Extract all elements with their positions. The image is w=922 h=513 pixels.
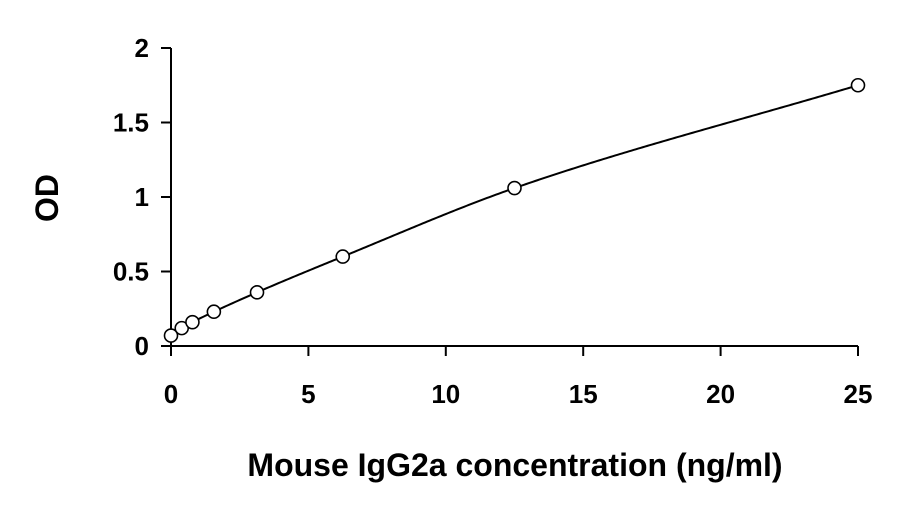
- x-axis-title: Mouse IgG2a concentration (ng/ml): [247, 447, 782, 483]
- x-tick-label: 20: [706, 379, 735, 409]
- data-point: [174, 320, 190, 336]
- data-point: [163, 328, 179, 343]
- x-tick-label: 0: [164, 379, 178, 409]
- data-point: [249, 285, 265, 300]
- data-point: [507, 180, 522, 196]
- y-tick-label: 1: [135, 182, 149, 212]
- x-tick-label: 5: [301, 379, 315, 409]
- fit-curve: [170, 84, 859, 337]
- y-tick-label: 1.5: [113, 108, 149, 138]
- y-axis-title: OD: [29, 174, 65, 222]
- axes: [170, 48, 858, 347]
- y-tick-label: 2: [135, 33, 149, 63]
- x-tick-label: 15: [569, 379, 598, 409]
- fit-curve-layer: [170, 84, 859, 337]
- x-tick-label: 10: [431, 379, 460, 409]
- y-tick-label: 0.5: [113, 257, 149, 287]
- y-tick-label: 0: [135, 331, 149, 361]
- x-tick-label: 25: [844, 379, 873, 409]
- ticks: 00.511.520 5 10 15 20 25: [113, 33, 873, 409]
- data-point: [206, 304, 222, 320]
- data-point: [335, 249, 351, 264]
- data-point: [850, 77, 866, 93]
- data-point: [185, 314, 200, 330]
- data-points: [163, 77, 866, 343]
